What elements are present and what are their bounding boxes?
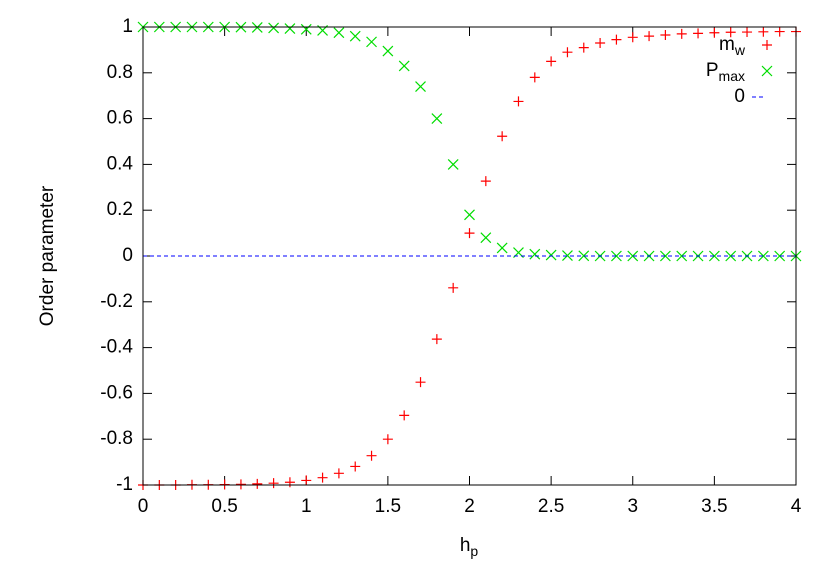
data-point — [562, 47, 573, 58]
data-point — [725, 27, 736, 38]
data-point — [431, 334, 442, 345]
data-point — [611, 250, 622, 262]
data-point — [757, 250, 769, 262]
data-point — [415, 377, 426, 388]
data-point — [431, 113, 443, 125]
data-point — [627, 250, 639, 262]
data-point — [545, 249, 557, 261]
y-tick-label: -0.6 — [100, 382, 133, 403]
data-point — [252, 478, 263, 489]
data-point — [398, 60, 410, 72]
x-axis-label: hp — [460, 535, 479, 559]
data-point — [762, 40, 772, 50]
x-tick-label: 3 — [627, 496, 638, 517]
data-point — [659, 250, 671, 262]
y-tick-label: -0.4 — [100, 337, 133, 358]
data-point — [399, 410, 410, 421]
data-point — [480, 176, 491, 187]
data-point — [284, 23, 296, 35]
data-point — [366, 36, 377, 48]
data-point — [415, 81, 426, 92]
data-point — [578, 42, 589, 53]
data-point — [382, 434, 393, 445]
data-point — [774, 250, 786, 262]
data-point — [708, 250, 720, 262]
data-point — [611, 34, 622, 45]
data-point — [529, 72, 540, 83]
data-point — [448, 282, 459, 293]
data-point — [660, 30, 671, 41]
data-point — [317, 472, 328, 483]
data-point — [676, 28, 687, 39]
y-tick-label: 1 — [122, 16, 133, 37]
plot-frame — [142, 26, 797, 486]
x-tick-label: 1.5 — [375, 496, 401, 517]
y-axis-label: Order parameter — [37, 185, 58, 326]
x-tick-label: 4 — [791, 496, 802, 517]
data-point — [349, 30, 361, 42]
data-point — [578, 250, 590, 262]
y-tick-label: 0.8 — [107, 62, 133, 83]
data-point — [333, 27, 345, 39]
data-point — [366, 450, 377, 461]
data-point — [235, 479, 246, 490]
data-point — [513, 96, 524, 107]
y-tick-label: -0.2 — [100, 291, 133, 312]
y-tick-label: 0.4 — [107, 153, 134, 174]
data-point — [546, 56, 557, 67]
data-point — [774, 26, 785, 37]
data-point — [447, 158, 459, 170]
x-tick-label: 2 — [464, 496, 475, 517]
data-point — [350, 461, 361, 472]
data-point — [300, 23, 312, 35]
data-point — [529, 248, 541, 260]
y-tick-label: 0.2 — [107, 199, 133, 220]
data-point — [496, 242, 508, 254]
y-tick-label: -0.8 — [100, 428, 133, 449]
data-point — [464, 228, 475, 239]
data-point — [464, 209, 475, 221]
x-tick-label: 1 — [301, 496, 312, 517]
data-point — [725, 250, 737, 262]
data-point — [284, 477, 295, 488]
data-point — [497, 131, 508, 142]
data-point — [758, 26, 769, 37]
data-point — [562, 250, 573, 261]
data-point — [761, 65, 773, 77]
data-point — [676, 250, 688, 262]
data-point — [268, 22, 280, 34]
y-tick-label: 0 — [122, 245, 133, 266]
data-point — [595, 38, 606, 49]
x-tick-label: 2.5 — [538, 496, 564, 517]
data-point — [627, 32, 638, 43]
data-point — [333, 468, 344, 479]
legend-label: 0 — [734, 86, 745, 107]
legend-label: mw — [719, 34, 746, 58]
x-tick-label: 0 — [138, 496, 149, 517]
x-tick-label: 0.5 — [211, 496, 237, 517]
data-point — [693, 28, 704, 39]
legend-label: Pmax — [706, 60, 745, 84]
data-point — [742, 27, 753, 38]
data-point — [644, 31, 655, 42]
data-point — [382, 45, 394, 57]
data-point — [268, 478, 279, 489]
y-tick-label: 0.6 — [107, 108, 133, 129]
data-point — [301, 475, 312, 486]
y-tick-label: -1 — [116, 474, 133, 495]
data-point — [480, 232, 492, 244]
data-point — [709, 27, 720, 38]
x-tick-label: 3.5 — [701, 496, 727, 517]
